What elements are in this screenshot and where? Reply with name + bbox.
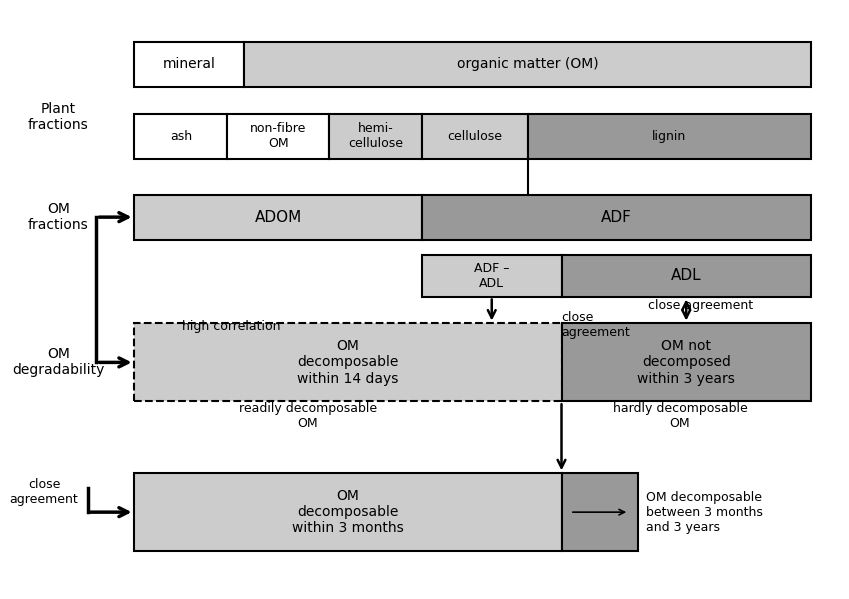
Bar bbox=[422, 114, 528, 159]
Text: ADOM: ADOM bbox=[255, 210, 302, 225]
Bar bbox=[422, 255, 561, 297]
Text: OM
decomposable
within 3 months: OM decomposable within 3 months bbox=[292, 489, 404, 536]
Bar bbox=[329, 114, 422, 159]
Text: lignin: lignin bbox=[652, 130, 687, 143]
Bar bbox=[528, 114, 811, 159]
Text: close
agreement: close agreement bbox=[561, 311, 630, 338]
Bar bbox=[134, 473, 561, 551]
Text: readily decomposable
OM: readily decomposable OM bbox=[239, 403, 377, 430]
Bar bbox=[561, 473, 638, 551]
Bar bbox=[134, 114, 228, 159]
Text: close
agreement: close agreement bbox=[9, 479, 78, 506]
Text: OM decomposable
between 3 months
and 3 years: OM decomposable between 3 months and 3 y… bbox=[646, 491, 763, 534]
Text: ash: ash bbox=[170, 130, 192, 143]
Text: hardly decomposable
OM: hardly decomposable OM bbox=[612, 403, 747, 430]
Bar bbox=[134, 42, 245, 87]
Text: non-fibre
OM: non-fibre OM bbox=[250, 122, 306, 150]
Text: ADF –
ADL: ADF – ADL bbox=[474, 262, 509, 289]
Bar bbox=[228, 114, 329, 159]
Text: mineral: mineral bbox=[163, 58, 216, 71]
Text: OM
degradability: OM degradability bbox=[12, 347, 104, 377]
Text: Plant
fractions: Plant fractions bbox=[28, 102, 89, 132]
Text: close agreement: close agreement bbox=[648, 299, 753, 312]
Bar bbox=[134, 195, 422, 240]
Text: ADL: ADL bbox=[671, 268, 701, 283]
Bar bbox=[561, 323, 811, 401]
Text: ADF: ADF bbox=[601, 210, 632, 225]
Text: OM
decomposable
within 14 days: OM decomposable within 14 days bbox=[297, 339, 399, 386]
Text: high correlation: high correlation bbox=[183, 320, 281, 333]
Text: organic matter (OM): organic matter (OM) bbox=[457, 58, 599, 71]
Text: OM
fractions: OM fractions bbox=[28, 202, 89, 232]
Text: hemi-
cellulose: hemi- cellulose bbox=[348, 122, 403, 150]
Bar bbox=[561, 255, 811, 297]
Bar bbox=[245, 42, 811, 87]
Text: OM not
decomposed
within 3 years: OM not decomposed within 3 years bbox=[638, 339, 735, 386]
Bar bbox=[422, 195, 811, 240]
Bar bbox=[134, 323, 561, 401]
Text: cellulose: cellulose bbox=[447, 130, 503, 143]
